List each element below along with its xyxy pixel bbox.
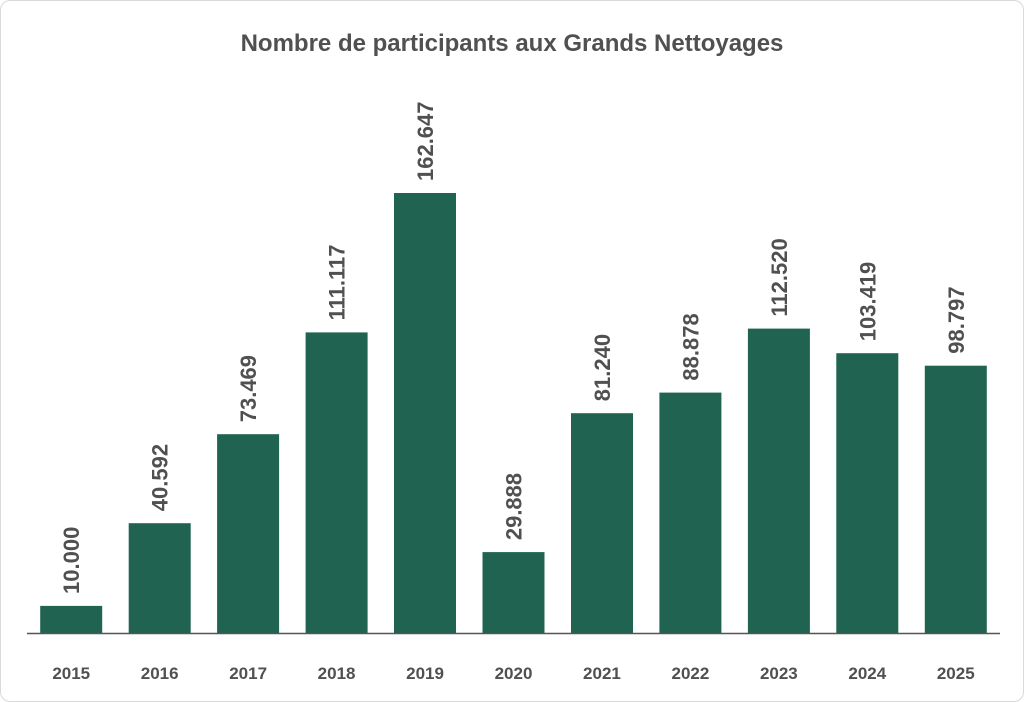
category-label-2020: 2020 <box>495 664 533 683</box>
value-label-2023: 112.520 <box>767 238 792 316</box>
category-label-2018: 2018 <box>318 664 356 683</box>
bar-2018 <box>305 332 368 633</box>
value-label-2015: 10.000 <box>59 527 84 594</box>
bar-2019 <box>394 193 456 633</box>
bar-2021 <box>571 413 633 633</box>
category-label-2022: 2022 <box>671 664 709 683</box>
category-label-2016: 2016 <box>141 664 179 683</box>
value-label-2016: 40.592 <box>148 444 173 511</box>
value-label-2021: 81.240 <box>590 334 615 401</box>
bar-2022 <box>659 392 722 633</box>
bar-2025 <box>924 365 987 633</box>
category-label-2023: 2023 <box>760 664 798 683</box>
bar-2024 <box>836 353 899 633</box>
bar-2020 <box>482 552 545 633</box>
category-label-2015: 2015 <box>52 664 90 683</box>
category-label-2025: 2025 <box>937 664 975 683</box>
value-label-2022: 88.878 <box>678 313 703 380</box>
category-label-2019: 2019 <box>406 664 444 683</box>
value-label-2017: 73.469 <box>236 355 261 422</box>
category-label-2017: 2017 <box>229 664 267 683</box>
category-label-2024: 2024 <box>848 664 886 683</box>
category-label-2021: 2021 <box>583 664 621 683</box>
bar-2016 <box>128 523 191 633</box>
value-label-2020: 29.888 <box>502 473 527 540</box>
bar-2017 <box>217 434 280 633</box>
value-label-2019: 162.647 <box>413 101 438 181</box>
bar-2015 <box>40 605 103 633</box>
chart-title: Nombre de participants aux Grands Nettoy… <box>240 30 784 57</box>
value-label-2025: 98.797 <box>944 286 969 353</box>
value-label-2024: 103.419 <box>855 262 880 342</box>
bar-2023 <box>747 328 810 633</box>
value-label-2018: 111.117 <box>325 245 350 321</box>
